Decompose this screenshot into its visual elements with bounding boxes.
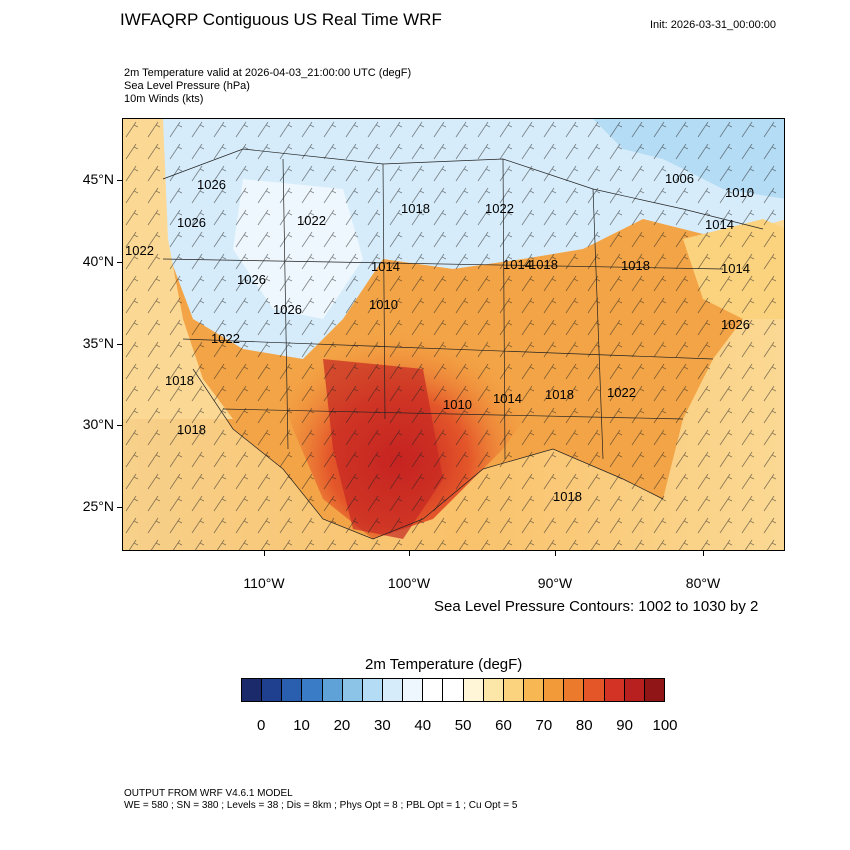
colorbar-segment xyxy=(423,679,444,701)
lat-label-35: 35°N xyxy=(82,335,114,351)
slp-label: 1014 xyxy=(371,259,400,274)
lon-tick xyxy=(409,551,410,556)
colorbar-label: 70 xyxy=(535,717,553,734)
field-winds-label: 10m Winds (kts) xyxy=(124,93,204,105)
colorbar-segment xyxy=(564,679,585,701)
lat-tick xyxy=(117,425,122,426)
page-title: IWFAQRP Contiguous US Real Time WRF xyxy=(120,10,442,29)
colorbar-label: 40 xyxy=(414,717,432,734)
colorbar xyxy=(241,678,665,702)
slp-label: 1014 xyxy=(493,391,522,406)
boundaries xyxy=(162,148,764,540)
lon-tick xyxy=(264,551,265,556)
slp-label: 1018 xyxy=(621,258,650,273)
field-pressure-label: Sea Level Pressure (hPa) xyxy=(124,80,250,92)
slp-label: 1018 xyxy=(401,201,430,216)
lat-tick xyxy=(117,262,122,263)
colorbar-label: 30 xyxy=(373,717,391,734)
lon-label-80: 80°W xyxy=(685,575,721,591)
lon-label-90: 90°W xyxy=(537,575,573,591)
colorbar-segment xyxy=(322,679,343,701)
slp-label: 1026 xyxy=(237,272,266,287)
slp-label: 1014 xyxy=(721,261,750,276)
slp-label: 1018 xyxy=(545,387,574,402)
slp-label: 1022 xyxy=(607,385,636,400)
colorbar-segment xyxy=(403,679,424,701)
slp-label: 1014 xyxy=(503,257,532,272)
slp-label: 1010 xyxy=(443,397,472,412)
lon-tick xyxy=(555,551,556,556)
slp-label: 1006 xyxy=(665,171,694,186)
colorbar-segment xyxy=(262,679,283,701)
colorbar-segment xyxy=(443,679,464,701)
lat-label-40: 40°N xyxy=(82,253,114,269)
colorbar-segment xyxy=(463,679,484,701)
lon-tick xyxy=(703,551,704,556)
colorbar-label: 80 xyxy=(575,717,593,734)
slp-label: 1026 xyxy=(197,177,226,192)
lat-label-30: 30°N xyxy=(82,416,114,432)
colorbar-segment xyxy=(544,679,565,701)
slp-label: 1022 xyxy=(297,213,326,228)
colorbar-segment xyxy=(242,679,263,701)
slp-labels: 1026 1026 1022 1022 1026 1026 1022 1018 1022 1018… xyxy=(125,171,754,504)
slp-label: 1022 xyxy=(125,243,154,258)
slp-label: 1014 xyxy=(705,217,734,232)
slp-label: 1026 xyxy=(721,317,750,332)
colorbar-label: 0 xyxy=(257,717,266,734)
lat-tick xyxy=(117,180,122,181)
lat-tick xyxy=(117,344,122,345)
slp-label: 1018 xyxy=(529,257,558,272)
colorbar-segment xyxy=(302,679,323,701)
lon-label-110: 110°W xyxy=(243,575,285,591)
slp-label: 1022 xyxy=(211,331,240,346)
colorbar-title: 2m Temperature (degF) xyxy=(365,656,523,673)
colorbar-segment xyxy=(644,679,664,701)
colorbar-segment xyxy=(282,679,303,701)
colorbar-label: 90 xyxy=(616,717,633,734)
footer-config: WE = 580 ; SN = 380 ; Levels = 38 ; Dis … xyxy=(124,800,518,811)
slp-label: 1022 xyxy=(485,201,514,216)
init-time: Init: 2026-03-31_00:00:00 xyxy=(650,19,776,31)
colorbar-segment xyxy=(604,679,625,701)
colorbar-label: 20 xyxy=(333,717,351,734)
colorbar-segment xyxy=(382,679,404,701)
slp-label: 1026 xyxy=(273,302,302,317)
footer-model: OUTPUT FROM WRF V4.6.1 MODEL xyxy=(124,788,293,799)
colorbar-label: 50 xyxy=(454,717,472,734)
contour-note: Sea Level Pressure Contours: 1002 to 103… xyxy=(434,598,759,615)
colorbar-segment xyxy=(342,679,363,701)
colorbar-segment xyxy=(503,679,524,701)
colorbar-label: 60 xyxy=(495,717,512,734)
colorbar-segment xyxy=(362,679,383,701)
slp-label: 1018 xyxy=(553,489,582,504)
lat-label-45: 45°N xyxy=(82,171,114,187)
colorbar-segment xyxy=(523,679,545,701)
colorbar-label: 10 xyxy=(293,717,310,734)
wind-barbs xyxy=(123,119,784,550)
slp-label: 1018 xyxy=(165,373,194,388)
colorbar-segment xyxy=(483,679,504,701)
colorbar-label: 100 xyxy=(652,717,678,734)
lat-tick xyxy=(117,507,122,508)
slp-label: 1010 xyxy=(725,185,754,200)
weather-map: 1026 1026 1022 1022 1026 1026 1022 1018 1022 1018… xyxy=(122,118,785,551)
colorbar-segment xyxy=(624,679,645,701)
lon-label-100: 100°W xyxy=(387,575,431,591)
colorbar-segment xyxy=(584,679,605,701)
slp-label: 1018 xyxy=(177,422,206,437)
slp-label: 1010 xyxy=(369,297,398,312)
map-canvas: 1026 1026 1022 1022 1026 1026 1022 1018 1022 1018… xyxy=(123,119,784,550)
lat-label-25: 25°N xyxy=(82,498,114,514)
field-temperature-label: 2m Temperature valid at 2026-04-03_21:00… xyxy=(124,67,412,79)
slp-label: 1026 xyxy=(177,215,206,230)
